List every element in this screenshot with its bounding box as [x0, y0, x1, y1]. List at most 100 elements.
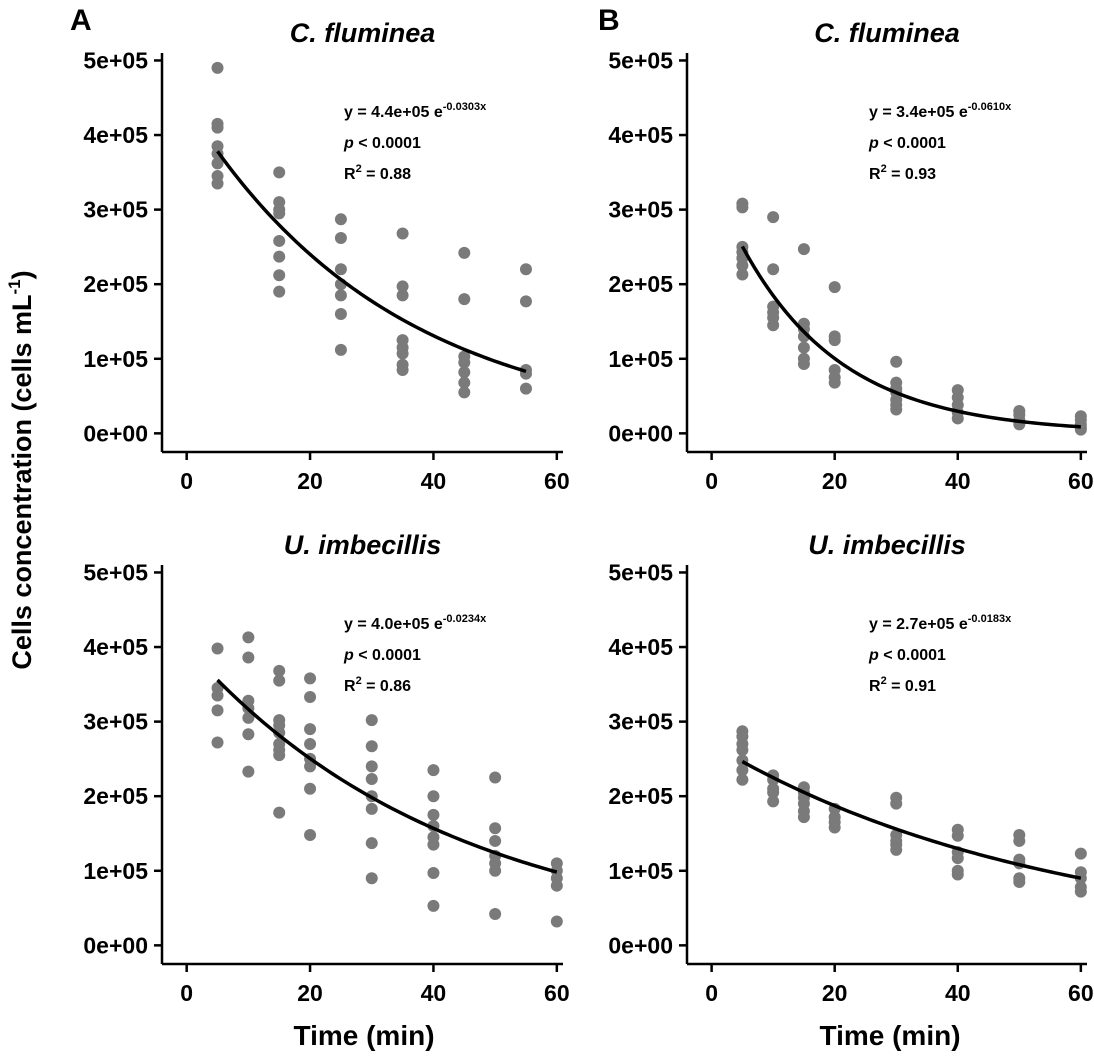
x-tick-label: 40	[945, 468, 971, 494]
data-point	[519, 263, 532, 276]
data-point	[951, 868, 964, 881]
data-point	[951, 852, 964, 865]
data-point	[396, 289, 409, 302]
data-point	[797, 357, 810, 370]
data-point	[242, 728, 255, 741]
fit-equation-base: y = 2.7e+05 e	[869, 616, 968, 633]
data-point	[273, 250, 286, 263]
r-squared-sup: 2	[881, 163, 887, 175]
r-squared-symbol: R	[869, 166, 881, 183]
fit-equation-exponent: -0.0234x	[443, 613, 487, 625]
data-point	[890, 403, 903, 416]
data-point	[273, 806, 286, 819]
chart-panel-1: 0e+00 1e+05 2e+05 3e+05 4e+05 5e+05 0 20 40 60 C. …	[83, 18, 569, 494]
data-point	[242, 631, 255, 644]
fit-curve	[216, 678, 558, 874]
r-squared-value: = 0.91	[887, 678, 936, 695]
y-tick-label: 2e+05	[83, 783, 148, 809]
data-point	[458, 293, 471, 306]
fit-equation-base: y = 4.4e+05 e	[344, 104, 443, 121]
data-point	[767, 263, 780, 276]
data-point	[334, 263, 347, 276]
p-value: p < 0.0001	[343, 135, 421, 152]
data-point	[334, 213, 347, 226]
fit-curve	[216, 150, 527, 374]
fit-curve	[741, 760, 1082, 880]
r-squared-symbol: R	[344, 678, 356, 695]
data-point	[334, 343, 347, 356]
data-point	[489, 771, 502, 784]
data-point	[304, 691, 317, 704]
panel-title: C. fluminea	[814, 18, 960, 48]
y-tick-label: 1e+05	[608, 858, 673, 884]
data-point	[1013, 834, 1026, 847]
data-point	[211, 177, 224, 190]
r-squared-symbol: R	[344, 166, 356, 183]
data-point	[365, 714, 378, 727]
x-tick-label: 60	[1068, 468, 1094, 494]
x-tick-label: 60	[544, 980, 570, 1006]
data-point	[273, 166, 286, 179]
data-point	[797, 341, 810, 354]
data-point	[828, 376, 841, 389]
y-tick-label: 1e+05	[608, 346, 673, 372]
data-point	[242, 711, 255, 724]
data-point	[736, 201, 749, 214]
data-point	[736, 268, 749, 281]
data-point	[304, 828, 317, 841]
p-value-symbol: p	[343, 647, 354, 664]
data-point	[365, 760, 378, 773]
data-point	[273, 207, 286, 220]
r-squared-sup: 2	[881, 675, 887, 687]
data-point	[427, 899, 440, 912]
data-point	[1074, 847, 1087, 860]
panel-title: U. imbecillis	[808, 530, 966, 560]
y-tick-label: 0e+00	[83, 420, 148, 446]
data-point	[427, 790, 440, 803]
p-value-text: < 0.0001	[879, 647, 946, 664]
x-tick-label: 60	[544, 468, 570, 494]
y-tick-label: 5e+05	[83, 47, 148, 73]
data-point	[489, 864, 502, 877]
y-tick-label: 3e+05	[83, 709, 148, 735]
x-tick-label: 40	[421, 980, 447, 1006]
panel-label-a: A	[70, 4, 92, 37]
data-point	[365, 872, 378, 885]
y-tick-label: 2e+05	[608, 783, 673, 809]
data-point	[334, 289, 347, 302]
data-point	[365, 802, 378, 815]
data-point	[304, 723, 317, 736]
y-tick-label: 4e+05	[608, 122, 673, 148]
data-point	[890, 797, 903, 810]
y-tick-label: 3e+05	[83, 197, 148, 223]
data-point	[273, 749, 286, 762]
y-tick-label: 1e+05	[83, 346, 148, 372]
data-point	[427, 764, 440, 777]
data-point	[489, 834, 502, 847]
fit-equation-base: y = 3.4e+05 e	[869, 104, 968, 121]
data-point	[242, 651, 255, 664]
r-squared: R2 = 0.93	[869, 163, 936, 183]
data-point	[458, 386, 471, 399]
data-point	[1074, 872, 1087, 885]
data-point	[550, 879, 563, 892]
fit-curve	[740, 245, 1081, 429]
data-point	[365, 740, 378, 753]
data-point	[519, 295, 532, 308]
x-tick-label: 20	[822, 468, 848, 494]
data-point	[304, 760, 317, 773]
data-point	[211, 689, 224, 702]
y-tick-label: 5e+05	[83, 559, 148, 585]
data-point	[334, 231, 347, 244]
data-point	[211, 736, 224, 749]
data-point	[736, 773, 749, 786]
panel-title: U. imbecillis	[284, 530, 442, 560]
p-value-text: < 0.0001	[354, 647, 421, 664]
data-point	[458, 246, 471, 259]
fit-equation-exponent: -0.0303x	[443, 101, 487, 113]
data-point	[519, 382, 532, 395]
data-point	[458, 376, 471, 389]
data-point	[273, 234, 286, 247]
data-point	[211, 642, 224, 655]
data-point	[550, 915, 563, 928]
